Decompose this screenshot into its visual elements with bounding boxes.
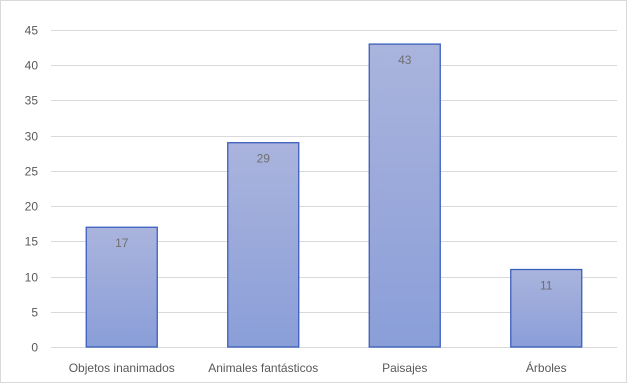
data-label: 11 [540, 279, 553, 293]
x-tick-label: Árboles [526, 360, 567, 375]
x-tick-label: Objetos inanimados [69, 361, 175, 375]
bar [510, 268, 583, 348]
y-tick-label: 5 [31, 306, 38, 320]
bar [227, 142, 300, 348]
y-tick-label: 25 [25, 165, 39, 179]
data-label: 29 [257, 152, 271, 166]
bar [85, 226, 158, 348]
y-tick-label: 35 [25, 94, 39, 108]
bar [368, 43, 441, 348]
x-tick-label: Animales fantásticos [208, 361, 318, 375]
x-tick-label: Paisajes [382, 361, 427, 375]
data-label: 43 [398, 53, 412, 67]
y-axis-ticks: 0 5 10 15 20 25 30 35 40 45 [25, 24, 39, 355]
data-label: 17 [115, 236, 129, 250]
y-tick-label: 45 [25, 24, 39, 38]
y-tick-label: 20 [25, 200, 39, 214]
bars [85, 43, 583, 348]
y-tick-label: 30 [25, 130, 39, 144]
y-tick-label: 15 [25, 235, 39, 249]
y-tick-label: 10 [25, 271, 39, 285]
y-tick-label: 40 [25, 59, 39, 73]
data-labels: 17 29 43 11 [115, 53, 553, 292]
x-axis-ticks: Objetos inanimados Animales fantásticos Pa… [69, 360, 567, 375]
y-tick-label: 0 [31, 341, 38, 355]
